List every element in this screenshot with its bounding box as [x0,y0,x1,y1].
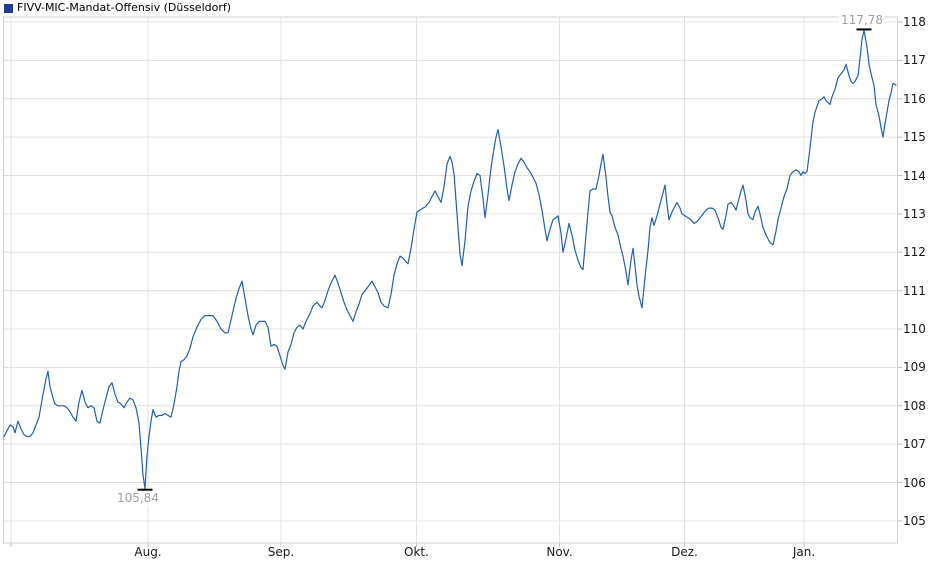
legend-marker-icon [4,3,13,13]
y-axis-label: 118 [903,15,926,29]
x-axis-label: Okt. [404,545,429,559]
chart-title: FIVV-MIC-Mandat-Offensiv (Düsseldorf) [17,1,232,14]
y-axis-label: 115 [903,130,926,145]
max-value-label: 117,78 [839,13,885,28]
y-axis-label: 110 [903,322,926,337]
x-axis-label: Nov. [546,545,573,559]
min-value-label: 105,84 [115,490,161,505]
plot-border [3,16,898,544]
x-axis-label: Aug. [134,545,162,559]
y-axis-label: 106 [903,475,926,490]
y-axis-label: 111 [903,283,926,298]
price-line [3,29,897,490]
x-axis-label: Dez. [671,545,698,559]
y-axis-label: 107 [903,437,926,452]
y-axis-label: 109 [903,360,926,375]
extreme-marker-tick [137,488,153,491]
y-axis-label: 108 [903,398,926,413]
x-axis-label: Sep. [267,545,295,559]
extreme-marker-tick [856,28,872,31]
x-axis-label: Jan. [792,545,816,559]
y-axis-label: 112 [903,245,926,260]
legend: FIVV-MIC-Mandat-Offensiv (Düsseldorf) [4,2,231,14]
y-axis-label: 114 [903,168,926,183]
y-axis-label: 116 [903,91,926,106]
y-axis-label: 113 [903,206,926,221]
y-axis-label: 117 [903,53,926,68]
y-axis-label: 105 [903,513,926,528]
